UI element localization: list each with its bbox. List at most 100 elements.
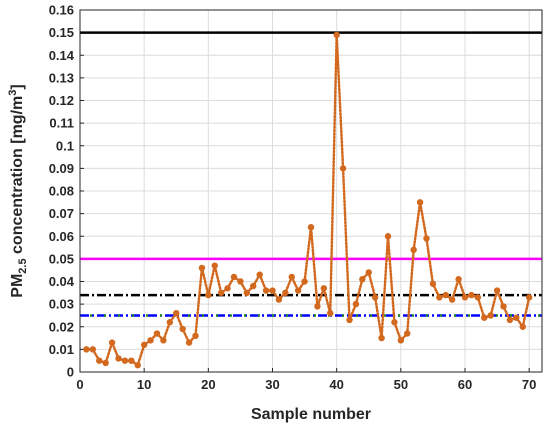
data-point bbox=[314, 303, 321, 310]
x-tick-label: 40 bbox=[329, 377, 343, 392]
x-tick-label: 10 bbox=[137, 377, 151, 392]
y-tick-label: 0.11 bbox=[49, 116, 74, 131]
x-tick-label: 70 bbox=[522, 377, 536, 392]
x-tick-label: 20 bbox=[201, 377, 215, 392]
y-tick-labels: 0 0.01 0.02 0.03 0.04 0.05 0.06 0.07 0.08 0.09 0.1… bbox=[49, 3, 75, 380]
grid-layer bbox=[79, 9, 542, 373]
data-point bbox=[333, 31, 340, 39]
y-title-suffix: ] bbox=[9, 84, 26, 89]
data-point bbox=[384, 233, 392, 240]
data-point bbox=[140, 341, 148, 349]
y-tick-label: 0 bbox=[67, 365, 74, 380]
y-tick-label: 0.16 bbox=[49, 3, 74, 18]
data-point bbox=[115, 355, 122, 362]
data-point bbox=[429, 280, 437, 287]
data-point bbox=[275, 296, 283, 303]
data-point bbox=[102, 359, 109, 367]
x-tick-labels: 0 10 20 30 40 50 60 70 bbox=[76, 377, 536, 392]
data-point bbox=[359, 276, 366, 283]
data-point bbox=[487, 312, 494, 319]
data-point bbox=[365, 269, 372, 276]
data-point bbox=[96, 357, 103, 364]
data-point bbox=[294, 287, 302, 294]
data-point bbox=[307, 224, 315, 231]
data-point bbox=[391, 319, 398, 326]
y-tick-label: 0.04 bbox=[49, 274, 75, 289]
data-point bbox=[128, 357, 135, 364]
data-point bbox=[134, 362, 141, 369]
data-point bbox=[397, 337, 405, 344]
data-point bbox=[147, 337, 154, 344]
x-tick-label: 50 bbox=[394, 377, 408, 392]
y-tick-label: 0.08 bbox=[49, 184, 74, 199]
y-title-superscript: 3 bbox=[7, 90, 19, 96]
data-point bbox=[519, 323, 526, 330]
x-tick-label: 60 bbox=[458, 377, 472, 392]
data-point bbox=[371, 294, 379, 301]
data-point bbox=[237, 278, 244, 285]
data-point bbox=[500, 303, 507, 310]
data-point bbox=[352, 300, 360, 308]
data-point bbox=[83, 346, 90, 353]
y-tick-label: 0.12 bbox=[49, 93, 74, 108]
x-tick-label: 30 bbox=[265, 377, 279, 392]
data-point bbox=[89, 346, 97, 353]
data-point bbox=[404, 330, 411, 337]
data-point bbox=[442, 291, 449, 299]
data-point bbox=[525, 294, 533, 301]
y-title-subscript: 2.5 bbox=[17, 258, 29, 273]
data-point bbox=[448, 296, 456, 303]
data-point bbox=[455, 276, 462, 283]
x-axis-title: Sample number bbox=[251, 406, 371, 423]
data-point bbox=[256, 271, 263, 278]
y-tick-label: 0.15 bbox=[49, 25, 74, 40]
y-tick-label: 0.03 bbox=[49, 297, 74, 312]
y-tick-label: 0.06 bbox=[49, 229, 74, 244]
data-point bbox=[185, 339, 193, 346]
y-tick-label: 0.01 bbox=[49, 342, 74, 357]
data-point bbox=[153, 330, 161, 337]
data-point bbox=[288, 273, 295, 281]
data-point bbox=[173, 309, 180, 317]
data-point bbox=[250, 282, 257, 290]
data-point bbox=[423, 235, 430, 242]
data-point bbox=[327, 309, 334, 317]
series-line bbox=[85, 34, 531, 368]
data-point bbox=[269, 287, 276, 294]
data-point bbox=[282, 289, 289, 297]
data-point bbox=[461, 294, 469, 301]
data-point bbox=[506, 316, 514, 324]
data-point bbox=[205, 291, 212, 299]
data-point bbox=[301, 278, 308, 285]
data-point bbox=[230, 273, 238, 281]
x-tick-label: 0 bbox=[76, 377, 83, 392]
data-point bbox=[160, 337, 167, 344]
data-point bbox=[192, 332, 199, 339]
y-axis-title: PM2.5 concentration [mg/m3] bbox=[7, 84, 29, 297]
data-point bbox=[339, 165, 347, 172]
data-point bbox=[468, 291, 475, 299]
data-point bbox=[436, 294, 443, 301]
data-point bbox=[198, 264, 206, 272]
data-point bbox=[108, 339, 116, 346]
data-point bbox=[320, 285, 328, 292]
series-layer bbox=[83, 31, 533, 369]
y-tick-label: 0.02 bbox=[49, 319, 74, 334]
y-tick-label: 0.1 bbox=[56, 138, 74, 153]
y-tick-label: 0.09 bbox=[49, 161, 74, 176]
y-tick-label: 0.13 bbox=[49, 70, 74, 85]
data-point bbox=[262, 287, 270, 294]
data-point bbox=[121, 357, 129, 364]
data-point bbox=[243, 289, 251, 297]
plot-frame bbox=[79, 9, 543, 373]
data-point bbox=[493, 287, 501, 294]
data-point bbox=[378, 334, 385, 342]
data-point bbox=[224, 285, 231, 292]
data-point bbox=[166, 319, 174, 326]
data-point bbox=[346, 316, 353, 324]
data-point bbox=[416, 199, 424, 206]
data-point bbox=[179, 325, 186, 333]
data-point bbox=[211, 262, 218, 269]
y-tick-label: 0.14 bbox=[49, 48, 75, 63]
